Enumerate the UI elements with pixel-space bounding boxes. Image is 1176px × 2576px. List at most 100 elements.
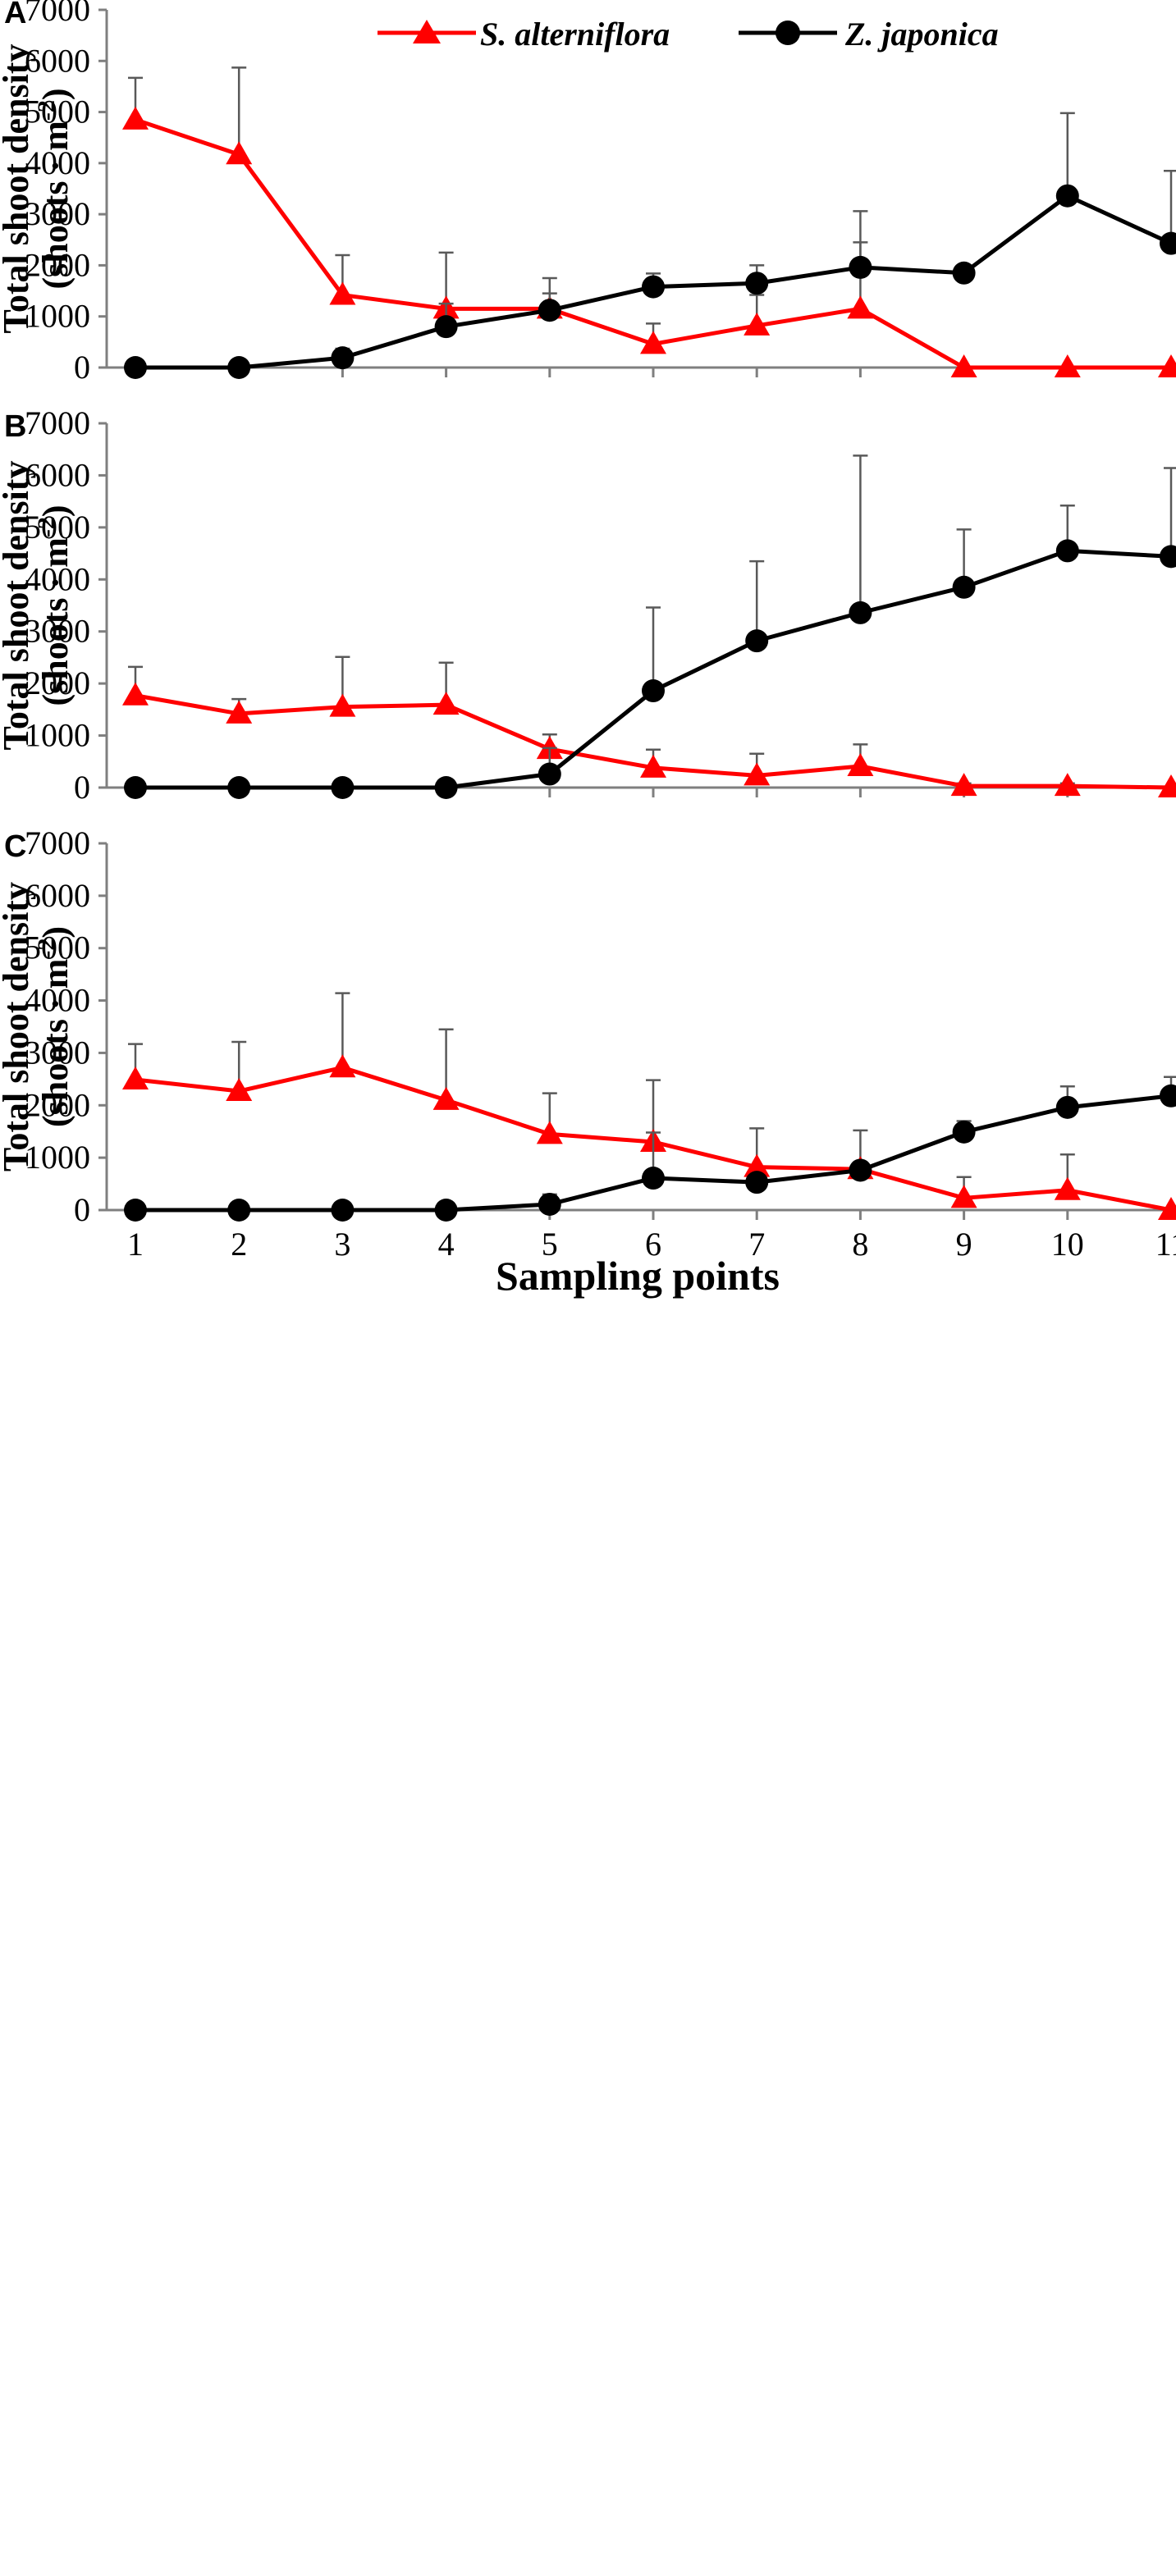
- y-tick-label: 4000: [25, 144, 90, 181]
- data-point-triangle: [950, 1185, 977, 1208]
- x-tick-label: 6: [645, 1226, 661, 1263]
- data-point-triangle: [847, 752, 874, 776]
- y-tick-label: 7000: [25, 404, 90, 441]
- y-tick-label: 5000: [25, 94, 90, 130]
- data-point-circle: [745, 272, 769, 295]
- data-point-circle: [124, 1199, 147, 1222]
- y-axis-title-line2: (shoots · m-2): [33, 926, 76, 1127]
- data-point-triangle: [1054, 354, 1081, 377]
- data-point-circle: [1055, 539, 1079, 563]
- data-point-triangle: [226, 141, 253, 165]
- y-axis-title-superscript: -2: [33, 100, 60, 121]
- data-point-circle: [227, 356, 251, 379]
- legend-label-s-alterniflora: S. alterniflora: [480, 16, 670, 53]
- y-axis-title-line2: (shoots · m-2): [33, 505, 76, 706]
- x-tick-label: 3: [334, 1226, 350, 1263]
- y-tick-label: 4000: [25, 982, 90, 1019]
- x-tick-label: 1: [127, 1226, 144, 1263]
- data-point-triangle: [122, 1066, 149, 1089]
- panel-letter: B: [4, 409, 26, 444]
- series-z-japonica: [124, 112, 1176, 379]
- y-tick-label: 7000: [25, 0, 90, 28]
- data-point-circle: [1160, 545, 1176, 569]
- x-tick-label: 9: [956, 1226, 972, 1263]
- panel-A: A 0 1000 2000 3000 4000 5000 6000 7000 Total shoo…: [0, 0, 1176, 386]
- data-point-circle: [1160, 1084, 1176, 1108]
- data-point-circle: [434, 1199, 458, 1222]
- y-tick-label: 6000: [25, 877, 90, 914]
- legend-circle-marker: [776, 21, 800, 45]
- data-point-circle: [745, 1171, 769, 1194]
- data-point-circle: [1055, 1095, 1079, 1119]
- y-axis-title-close: ): [35, 88, 76, 100]
- y-axis-title-unit: (shoots · m: [35, 121, 76, 289]
- data-point-triangle: [847, 295, 874, 319]
- series-z-japonica: [124, 454, 1176, 799]
- y-tick-label: 0: [74, 1191, 90, 1228]
- data-point-circle: [952, 261, 976, 285]
- panel-C: C 0 1000 2000 3000 4000 5000 6000 7000 1 2 3 4 5 6 7 8 9 1…: [0, 824, 1176, 1299]
- y-axis-title-line1: Total shoot density: [0, 44, 36, 334]
- data-point-triangle: [1158, 354, 1176, 377]
- data-point-circle: [538, 762, 561, 786]
- x-axis-title: Sampling points: [496, 1253, 780, 1299]
- data-point-triangle: [1054, 1176, 1081, 1200]
- data-point-circle: [849, 1158, 872, 1182]
- y-axis-title-superscript: -2: [33, 517, 60, 537]
- data-point-triangle: [226, 700, 253, 724]
- y-axis-title-unit: (shoots · m: [35, 537, 76, 706]
- data-point-circle: [952, 575, 976, 599]
- data-point-triangle: [329, 1054, 356, 1078]
- data-point-circle: [849, 601, 872, 624]
- x-tick-label: 2: [231, 1226, 247, 1263]
- data-point-circle: [434, 315, 458, 339]
- x-tick-label: 10: [1051, 1226, 1084, 1263]
- data-point-circle: [952, 1120, 976, 1144]
- data-point-circle: [1160, 231, 1176, 255]
- y-tick-label: 6000: [25, 456, 90, 493]
- data-point-circle: [331, 776, 355, 799]
- data-point-circle: [642, 679, 665, 703]
- y-tick-label: 5000: [25, 929, 90, 966]
- data-point-circle: [331, 346, 355, 370]
- data-point-circle: [331, 1199, 355, 1222]
- data-point-circle: [642, 275, 665, 299]
- data-point-triangle: [329, 693, 356, 717]
- series-z-japonica: [124, 1076, 1176, 1222]
- data-point-circle: [434, 776, 458, 799]
- data-point-circle: [642, 1167, 665, 1190]
- y-tick-label: 6000: [25, 42, 90, 79]
- y-tick-label: 2000: [25, 1086, 90, 1123]
- y-tick-label: 0: [74, 349, 90, 386]
- data-point-triangle: [226, 1078, 253, 1102]
- x-tick-label: 8: [852, 1226, 868, 1263]
- series-s-alterniflora: [122, 66, 1176, 377]
- y-tick-label: 1000: [25, 1139, 90, 1176]
- y-axis-title-line1: Total shoot density: [0, 882, 36, 1172]
- data-point-triangle: [744, 312, 771, 336]
- data-point-triangle: [122, 682, 149, 706]
- y-tick-label: 3000: [25, 195, 90, 232]
- data-point-circle: [124, 356, 147, 379]
- y-axis-title-close: ): [35, 926, 76, 939]
- data-point-circle: [1055, 184, 1079, 208]
- y-tick-label: 4000: [25, 560, 90, 597]
- legend-label-z-japonica: Z. japonica: [844, 16, 999, 53]
- y-tick-label: 5000: [25, 509, 90, 546]
- series-s-alterniflora: [122, 655, 1176, 797]
- y-axis-title-close: ): [35, 505, 76, 517]
- y-tick-label: 3000: [25, 1034, 90, 1071]
- data-point-triangle: [432, 692, 460, 715]
- data-point-circle: [227, 776, 251, 799]
- data-point-triangle: [432, 1086, 460, 1110]
- data-point-triangle: [640, 754, 666, 778]
- y-axis-title-line1: Total shoot density: [0, 461, 36, 751]
- y-axis-title-superscript: -2: [33, 939, 60, 959]
- data-point-circle: [538, 299, 561, 322]
- data-point-circle: [124, 776, 147, 799]
- data-point-triangle: [640, 331, 666, 354]
- x-tick-label: 5: [542, 1226, 558, 1263]
- data-point-triangle: [329, 281, 356, 305]
- y-tick-label: 2000: [25, 665, 90, 701]
